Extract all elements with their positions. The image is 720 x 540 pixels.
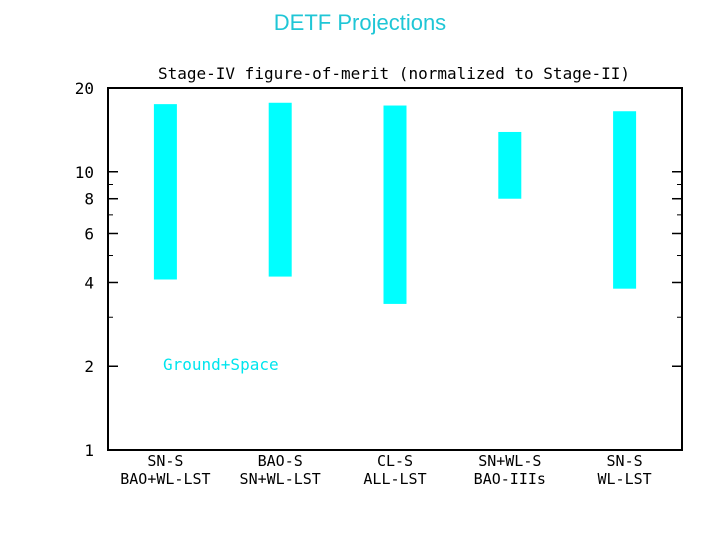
- plot-frame: [107, 87, 683, 451]
- y-tick-label: 20: [75, 79, 94, 98]
- x-axis-labels: SN-SBAO+WL-LSTBAO-SSN+WL-LSTCL-SALL-LSTS…: [120, 452, 651, 488]
- y-tick-label: 8: [84, 190, 94, 209]
- y-tick-label: 1: [84, 441, 94, 460]
- chart-title: Stage-IV figure-of-merit (normalized to …: [158, 64, 630, 83]
- bar: [268, 102, 292, 277]
- y-tick-label: 4: [84, 273, 94, 292]
- ground-space-annotation: Ground+Space: [163, 355, 279, 374]
- y-axis-ticks: 1 2 4 6 8 10 20: [75, 79, 682, 460]
- x-tick-label-line1: CL-S: [377, 452, 413, 470]
- bars: [153, 102, 637, 304]
- bar: [613, 111, 637, 289]
- x-tick-label-line2: SN+WL-LST: [240, 470, 321, 488]
- x-tick-label-line2: BAO+WL-LST: [120, 470, 210, 488]
- y-tick-label: 6: [84, 224, 94, 243]
- bar: [383, 105, 407, 304]
- x-tick-label-line2: BAO-IIIs: [474, 470, 546, 488]
- x-tick-label-line1: SN+WL-S: [478, 452, 541, 470]
- x-tick-label-line2: WL-LST: [598, 470, 652, 488]
- x-tick-label-line1: SN-S: [607, 452, 643, 470]
- x-tick-label-line1: SN-S: [147, 452, 183, 470]
- y-tick-label: 2: [84, 357, 94, 376]
- x-tick-label-line1: BAO-S: [258, 452, 303, 470]
- y-tick-label: 10: [75, 163, 94, 182]
- slide-title: DETF Projections: [273, 10, 447, 35]
- bar: [498, 131, 522, 199]
- bar: [153, 104, 177, 280]
- x-tick-label-line2: ALL-LST: [363, 470, 426, 488]
